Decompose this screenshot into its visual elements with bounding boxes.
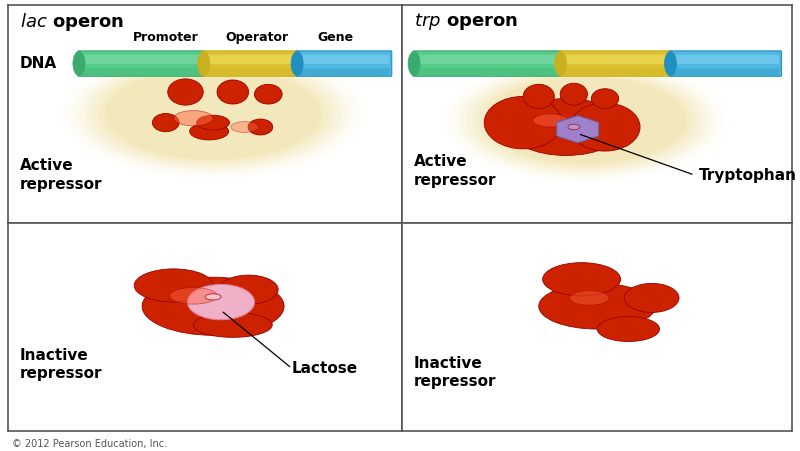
- Ellipse shape: [73, 51, 85, 76]
- Ellipse shape: [174, 110, 213, 126]
- FancyBboxPatch shape: [298, 55, 390, 64]
- Ellipse shape: [484, 97, 562, 149]
- Ellipse shape: [597, 317, 659, 341]
- Ellipse shape: [408, 51, 420, 76]
- FancyBboxPatch shape: [670, 51, 782, 76]
- FancyBboxPatch shape: [672, 69, 779, 75]
- Ellipse shape: [231, 121, 258, 133]
- Ellipse shape: [478, 74, 693, 167]
- Ellipse shape: [560, 83, 587, 105]
- Ellipse shape: [92, 62, 334, 166]
- Ellipse shape: [554, 51, 566, 76]
- FancyBboxPatch shape: [559, 51, 672, 76]
- Ellipse shape: [194, 313, 272, 337]
- Ellipse shape: [466, 69, 705, 172]
- Ellipse shape: [538, 283, 656, 329]
- FancyBboxPatch shape: [205, 55, 296, 64]
- Text: Operator: Operator: [225, 31, 288, 44]
- Ellipse shape: [197, 115, 230, 130]
- Ellipse shape: [570, 291, 609, 305]
- Ellipse shape: [460, 66, 711, 175]
- Ellipse shape: [625, 283, 679, 313]
- Text: © 2012 Pearson Education, Inc.: © 2012 Pearson Education, Inc.: [12, 439, 167, 449]
- Text: Active
repressor: Active repressor: [20, 158, 102, 192]
- FancyBboxPatch shape: [78, 51, 205, 76]
- Text: Inactive
repressor: Inactive repressor: [20, 348, 102, 381]
- Ellipse shape: [142, 277, 284, 335]
- FancyBboxPatch shape: [296, 51, 392, 76]
- Ellipse shape: [72, 54, 354, 174]
- FancyBboxPatch shape: [562, 55, 670, 64]
- Ellipse shape: [484, 77, 687, 164]
- Ellipse shape: [153, 114, 179, 132]
- Ellipse shape: [591, 89, 618, 108]
- Ellipse shape: [170, 288, 217, 304]
- Ellipse shape: [568, 124, 580, 130]
- Text: Gene: Gene: [318, 31, 354, 44]
- Ellipse shape: [98, 65, 328, 162]
- Ellipse shape: [570, 103, 640, 151]
- Text: $\it{trp}$ operon: $\it{trp}$ operon: [414, 11, 518, 32]
- Circle shape: [187, 285, 254, 320]
- Ellipse shape: [168, 79, 203, 105]
- FancyBboxPatch shape: [415, 55, 559, 64]
- FancyBboxPatch shape: [415, 69, 559, 75]
- Text: Lactose: Lactose: [292, 361, 358, 376]
- FancyBboxPatch shape: [80, 55, 202, 64]
- Ellipse shape: [105, 68, 322, 160]
- Ellipse shape: [217, 80, 249, 104]
- Text: Inactive
repressor: Inactive repressor: [414, 356, 497, 389]
- FancyBboxPatch shape: [562, 69, 670, 75]
- Ellipse shape: [78, 57, 347, 171]
- Ellipse shape: [134, 269, 213, 302]
- Ellipse shape: [248, 119, 273, 135]
- FancyBboxPatch shape: [202, 51, 298, 76]
- Ellipse shape: [523, 84, 554, 108]
- Ellipse shape: [454, 64, 717, 177]
- Ellipse shape: [533, 114, 568, 127]
- FancyBboxPatch shape: [80, 69, 202, 75]
- Ellipse shape: [542, 262, 621, 296]
- FancyBboxPatch shape: [298, 69, 390, 75]
- Ellipse shape: [85, 60, 341, 168]
- Text: DNA: DNA: [20, 56, 57, 71]
- Polygon shape: [557, 115, 598, 143]
- Text: $\it{lac}$ operon: $\it{lac}$ operon: [20, 11, 124, 33]
- Ellipse shape: [254, 84, 282, 104]
- Ellipse shape: [472, 71, 699, 170]
- Text: Active
repressor: Active repressor: [414, 154, 497, 188]
- FancyBboxPatch shape: [205, 69, 296, 75]
- Ellipse shape: [219, 275, 278, 304]
- Ellipse shape: [507, 99, 625, 156]
- FancyBboxPatch shape: [672, 55, 779, 64]
- Ellipse shape: [665, 51, 677, 76]
- Ellipse shape: [190, 123, 229, 140]
- FancyBboxPatch shape: [413, 51, 562, 76]
- Text: Tryptophan: Tryptophan: [698, 168, 797, 183]
- Ellipse shape: [198, 51, 210, 76]
- Ellipse shape: [205, 294, 221, 300]
- Ellipse shape: [291, 51, 303, 76]
- Text: Promoter: Promoter: [133, 31, 198, 44]
